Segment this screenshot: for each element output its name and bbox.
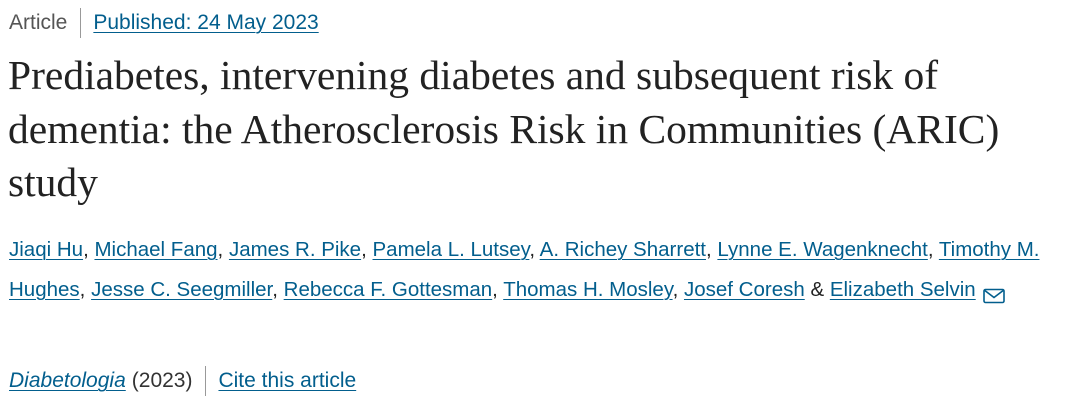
article-type-label: Article: [9, 11, 68, 34]
author-link-timothy-hughes[interactable]: Timothy M. Hughes: [9, 238, 1040, 301]
mail-icon-graphic: [983, 288, 1006, 304]
journal-year: (2023): [131, 369, 193, 392]
author-separator: ,: [272, 277, 284, 301]
article-meta: Article Published: 24 May 2023: [9, 8, 319, 38]
author-link-elizabeth-selvin[interactable]: Elizabeth Selvin: [829, 277, 976, 301]
author-separator: ,: [672, 277, 684, 301]
article-title: Prediabetes, intervening diabetes and su…: [8, 52, 1000, 205]
mail-icon[interactable]: [981, 280, 1007, 304]
author-ampersand: &: [804, 277, 830, 301]
meta-divider: [80, 8, 82, 38]
author-link-josef-coresh[interactable]: Josef Coresh: [683, 277, 805, 301]
citation-row: Diabetologia (2023) Cite this article: [9, 366, 356, 396]
author-link-pamela-lutsey[interactable]: Pamela L. Lutsey: [372, 238, 530, 261]
author-separator: ,: [217, 238, 229, 261]
author-link-lynne-wagenknecht[interactable]: Lynne E. Wagenknecht: [717, 238, 928, 261]
author-separator: ,: [83, 238, 95, 261]
author-list: Jiaqi Hu, Michael Fang, James R. Pike, P…: [9, 230, 1077, 309]
author-separator: ,: [361, 238, 373, 261]
cite-article-link[interactable]: Cite this article: [218, 369, 357, 392]
journal-link[interactable]: Diabetologia: [9, 369, 126, 392]
published-date-link[interactable]: Published: 24 May 2023: [93, 11, 319, 34]
author-separator: ,: [927, 238, 939, 261]
author-separator: ,: [705, 238, 718, 261]
author-separator: ,: [79, 277, 92, 301]
author-separator: ,: [529, 238, 540, 261]
author-separator: ,: [492, 277, 504, 301]
author-link-michael-fang[interactable]: Michael Fang: [94, 238, 218, 261]
author-link-jiaqi-hu[interactable]: Jiaqi Hu: [9, 238, 84, 261]
author-link-james-pike[interactable]: James R. Pike: [228, 238, 362, 261]
author-link-jesse-seegmiller[interactable]: Jesse C. Seegmiller: [91, 277, 273, 301]
author-link-richey-sharrett[interactable]: A. Richey Sharrett: [539, 238, 706, 261]
author-link-thomas-mosley[interactable]: Thomas H. Mosley: [503, 277, 673, 301]
citation-divider: [205, 366, 207, 396]
author-link-rebecca-gottesman[interactable]: Rebecca F. Gottesman: [283, 277, 493, 301]
